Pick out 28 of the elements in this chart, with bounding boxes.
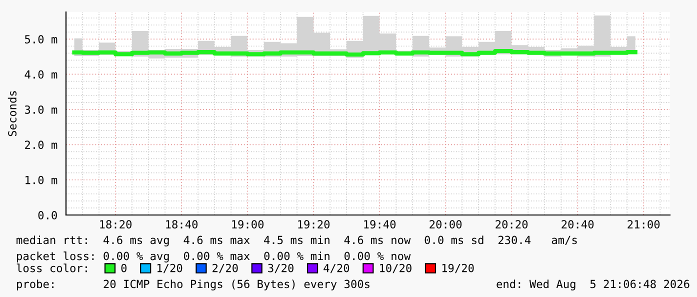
y-tick-label: 4.0 m [24, 70, 58, 79]
x-tick-label: 19:00 [232, 220, 264, 229]
y-tick-label: 5.0 m [24, 35, 58, 44]
x-tick-label: 18:20 [100, 220, 132, 229]
y-tick-label: 3.0 m [24, 105, 58, 114]
y-tick-label: 2.0 m [25, 140, 58, 150]
text: packet loss: 0.00 % avg 0.00 % max 0.00 % min 0.00 % now [17, 252, 411, 262]
text: median rtt: 4.6 ms avg 4.6 ms max 4.5 ms min 4.6 ms now 0.0 ms sd 230.4 am/s [16, 236, 577, 246]
text: probe: 20 ICMP Echo Pings (56 Bytes) every 300s [17, 280, 370, 290]
x-tick-label: 20:40 [562, 220, 594, 229]
y-axis-title: Seconds [8, 91, 17, 136]
legend-label: 2/20 [212, 264, 238, 274]
y-tick-label: 1.0 m [26, 176, 58, 184]
legend-label: 3/20 [268, 264, 294, 274]
x-tick-label: 21:00 [628, 220, 660, 229]
legend-title: loss color: [16, 264, 87, 272]
x-tick-label: 20:00 [430, 220, 462, 229]
legend-label: 0 [121, 264, 127, 272]
x-tick-label: 20:20 [496, 220, 528, 229]
text: end: Wed Aug 5 21:06:48 2026 [496, 280, 690, 290]
y-tick-label: 0.0 [38, 211, 57, 220]
x-tick-label: 19:40 [364, 220, 396, 229]
legend-label: 19/20 [442, 264, 474, 274]
x-tick-label: 18:40 [166, 220, 198, 229]
legend-label: 1/20 [157, 264, 182, 274]
x-tick-label: 19:20 [298, 220, 330, 229]
legend-label: 10/20 [380, 264, 412, 274]
legend-label: 4/20 [324, 264, 350, 274]
